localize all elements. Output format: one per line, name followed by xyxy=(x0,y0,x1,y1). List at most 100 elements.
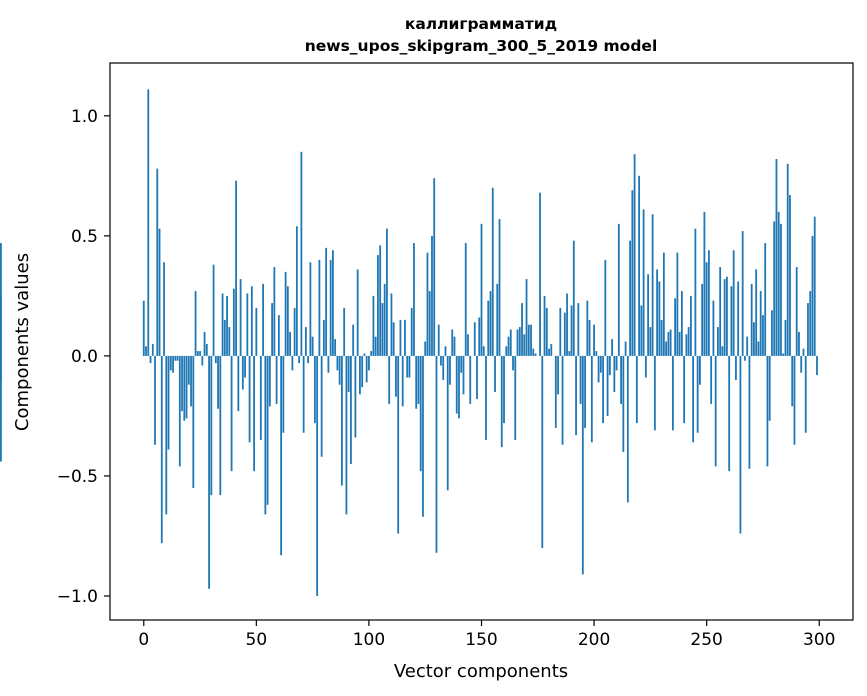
bar xyxy=(703,211,706,356)
bar xyxy=(149,355,152,364)
bar xyxy=(205,343,208,356)
bar xyxy=(802,348,805,356)
bar xyxy=(433,178,436,356)
bar xyxy=(397,355,400,534)
bar xyxy=(228,327,231,356)
bar xyxy=(613,355,616,392)
bar xyxy=(667,331,670,356)
bar xyxy=(322,319,325,356)
bar xyxy=(154,355,156,445)
bar xyxy=(244,355,246,378)
bar xyxy=(451,329,454,356)
bar xyxy=(523,334,526,356)
bar xyxy=(777,211,780,356)
bar xyxy=(147,89,150,356)
bar xyxy=(372,295,375,356)
bar xyxy=(577,303,580,356)
bar xyxy=(638,175,641,356)
bar xyxy=(617,223,620,356)
bar xyxy=(379,245,382,356)
bar xyxy=(620,355,622,404)
bar xyxy=(705,262,708,356)
bar xyxy=(784,319,787,356)
bar xyxy=(527,324,530,356)
bar xyxy=(478,317,481,356)
bar xyxy=(791,355,794,407)
bar xyxy=(277,315,280,356)
bar xyxy=(744,355,746,361)
bar xyxy=(559,307,562,356)
bar xyxy=(491,187,494,356)
bar xyxy=(575,355,577,436)
bar xyxy=(685,334,688,356)
bar xyxy=(293,307,296,356)
bar xyxy=(642,209,645,356)
bar xyxy=(561,355,564,445)
bar xyxy=(181,355,183,412)
bar xyxy=(487,300,490,356)
bar xyxy=(142,300,145,356)
y-tick-label: 1.0 xyxy=(71,107,98,127)
bar xyxy=(334,339,337,356)
x-tick-label: 0 xyxy=(138,630,149,650)
bar xyxy=(446,355,449,491)
bar xyxy=(174,355,177,361)
bar xyxy=(545,307,548,356)
y-tick-label: −1.0 xyxy=(57,587,98,607)
bar xyxy=(631,190,634,356)
bar xyxy=(217,355,219,409)
bar xyxy=(354,355,357,438)
bar xyxy=(653,355,656,431)
bar xyxy=(726,276,728,356)
bar xyxy=(388,355,391,404)
bar xyxy=(789,195,791,356)
bar xyxy=(739,355,742,534)
bar xyxy=(534,353,537,356)
bar xyxy=(719,267,722,356)
bar xyxy=(289,331,292,356)
bar xyxy=(203,331,206,356)
bar xyxy=(647,274,650,356)
bar xyxy=(476,355,478,400)
bar xyxy=(408,355,411,378)
bar xyxy=(316,355,319,596)
bar xyxy=(374,336,377,356)
bar xyxy=(226,295,228,356)
bar xyxy=(651,214,654,356)
bar xyxy=(329,259,332,356)
y-tick-label: 0.0 xyxy=(71,347,98,367)
bar xyxy=(280,355,283,556)
bar xyxy=(708,250,710,356)
bar xyxy=(253,355,255,472)
bar xyxy=(343,307,346,356)
bar xyxy=(714,355,717,467)
bar xyxy=(597,355,600,383)
bar xyxy=(683,355,686,424)
bar xyxy=(266,355,269,505)
bar xyxy=(649,327,652,356)
bar xyxy=(246,293,249,356)
bar xyxy=(640,305,643,356)
bar xyxy=(464,243,467,356)
bar xyxy=(753,322,755,356)
bar xyxy=(350,355,352,464)
bar xyxy=(0,295,2,356)
bar xyxy=(282,355,285,433)
bar xyxy=(404,319,406,356)
bar xyxy=(505,346,508,356)
bar xyxy=(455,355,458,414)
bar xyxy=(615,355,618,371)
bar xyxy=(273,267,276,356)
bar xyxy=(717,327,719,356)
bar xyxy=(424,341,427,356)
bar xyxy=(811,235,814,356)
bar xyxy=(176,355,179,361)
bar xyxy=(498,219,501,356)
bar xyxy=(295,226,298,356)
bar xyxy=(680,291,683,356)
bar xyxy=(599,355,602,373)
y-tick-label: −0.5 xyxy=(57,467,98,487)
bar xyxy=(550,343,553,356)
bar xyxy=(286,286,289,356)
